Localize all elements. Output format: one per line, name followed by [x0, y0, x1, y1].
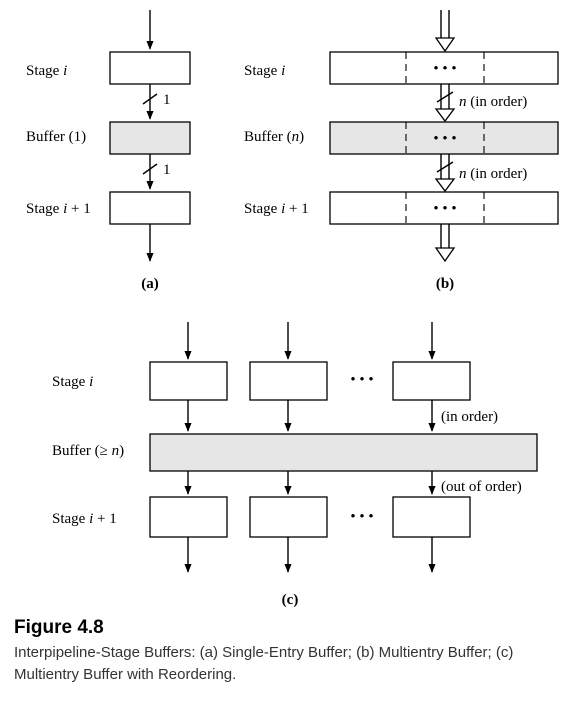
panel-b-wide-arrow-to-buffer — [434, 84, 456, 123]
interpipeline-buffers-diagram: Stage i 1 Buffer (1) 1 Stage i + 1 (a) S… — [26, 10, 559, 608]
panel-b-wide-arrow-to-next-stage — [434, 154, 456, 193]
figure-title: Figure 4.8 — [14, 617, 104, 638]
panel-c-stage-ellipsis: • • • — [350, 372, 373, 388]
panel-c-buffer-label: Buffer (≥ n) — [52, 443, 124, 459]
panel-b-next-stage-box — [329, 191, 559, 225]
panel-b-flow-label-1: n (in order) — [459, 94, 527, 110]
panel-a-buffer-box — [109, 121, 191, 155]
panel-b-buffer-label: Buffer (n) — [244, 129, 304, 145]
panel-b-flow-label-2: n (in order) — [459, 166, 527, 182]
panel-a-width-slash-2 — [142, 163, 158, 175]
panel-a-width-slash-1 — [142, 93, 158, 105]
panel-a-next-stage-box — [109, 191, 191, 225]
panel-a-width-label-2: 1 — [163, 162, 171, 178]
panel-c-next-ellipsis: • • • — [350, 509, 373, 525]
panel-b-caption-label: (b) — [436, 276, 454, 292]
figure-caption: Figure 4.8 Interpipeline-Stage Buffers: … — [14, 617, 570, 686]
panel-a-stage-label: Stage i — [26, 63, 67, 79]
panel-a-caption-label: (a) — [141, 276, 159, 292]
panel-a-buffer-label: Buffer (1) — [26, 129, 86, 145]
panel-b-input-wide-arrow — [434, 10, 456, 53]
panel-a-stage-box — [109, 51, 191, 85]
panel-c-in-order-label: (in order) — [441, 409, 498, 425]
panel-b: Stage i • • • n (in order) Buffer (n) • … — [244, 10, 559, 292]
panel-b-stage-label: Stage i — [244, 63, 285, 79]
panel-c: Stage i • • • (in order) Buffer (≥ n) (o… — [52, 322, 538, 608]
panel-c-out-of-order-label: (out of order) — [441, 479, 522, 495]
panel-b-next-ellipsis: • • • — [433, 201, 456, 217]
panel-a-next-stage-label: Stage i + 1 — [26, 201, 91, 217]
panel-b-buffer-ellipsis: • • • — [433, 131, 456, 147]
panel-c-stage-label: Stage i — [52, 374, 93, 390]
panel-c-buffer-box — [149, 433, 538, 472]
panel-a-width-label-1: 1 — [163, 92, 171, 108]
panel-b-stage-ellipsis: • • • — [433, 61, 456, 77]
panel-c-next-stage-box-2 — [249, 496, 328, 538]
panel-a: Stage i 1 Buffer (1) 1 Stage i + 1 (a) — [26, 10, 191, 292]
panel-c-stage-box-1 — [149, 361, 228, 401]
panel-c-stage-box-2 — [249, 361, 328, 401]
panel-c-next-stage-label: Stage i + 1 — [52, 511, 117, 527]
panel-c-next-stage-box-1 — [149, 496, 228, 538]
panel-b-output-wide-arrow — [434, 224, 456, 263]
panel-c-stage-box-3 — [392, 361, 471, 401]
panel-c-next-stage-box-3 — [392, 496, 471, 538]
figure-caption-text: Interpipeline-Stage Buffers: (a) Single-… — [14, 644, 514, 683]
panel-b-buffer-box — [329, 121, 559, 155]
panel-b-next-stage-label: Stage i + 1 — [244, 201, 309, 217]
panel-b-stage-box — [329, 51, 559, 85]
panel-c-caption-label: (c) — [282, 592, 299, 608]
